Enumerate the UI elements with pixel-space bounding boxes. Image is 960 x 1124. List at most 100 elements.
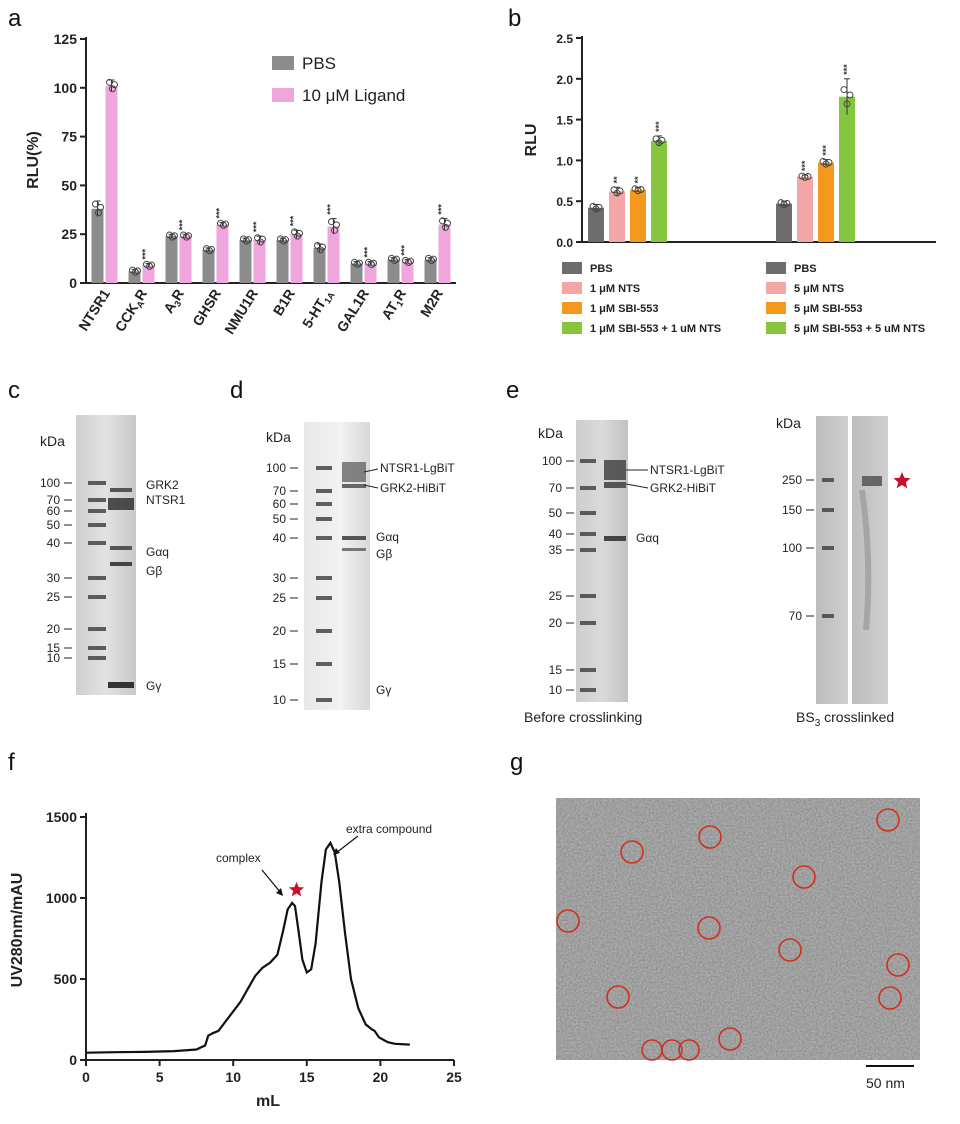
panel-f-arrow-complex — [261, 869, 282, 894]
a-data-point — [109, 85, 116, 93]
a-category-label: 5-HT1A — [299, 286, 337, 332]
gel-d-marker-label: 15 — [273, 657, 287, 671]
gel-c-sample-lane — [108, 488, 134, 688]
gel-e1-kda: kDa — [538, 425, 563, 441]
b-legend-swatch — [562, 262, 582, 274]
gel-e1-marker-band — [580, 594, 596, 598]
a-data-point — [356, 259, 363, 267]
gel-d-label-ggamma: Gγ — [376, 683, 391, 697]
gel-e1-marker-label: 20 — [549, 616, 563, 630]
f-x-tick-label: 0 — [82, 1069, 90, 1085]
panel-b-label: b — [508, 5, 521, 32]
f-y-tick-label: 1000 — [46, 890, 77, 906]
f-x-tick-label: 10 — [225, 1069, 241, 1085]
b-data-point — [637, 186, 645, 194]
a-y-tick-label: 75 — [61, 129, 77, 145]
gel-d-marker-band — [316, 576, 332, 580]
gel-e2-marker-band — [822, 614, 834, 618]
b-data-point — [840, 86, 848, 94]
a-data-point — [97, 203, 104, 211]
gel-e1-marker-label: 40 — [549, 527, 563, 541]
particle-circle — [556, 909, 580, 933]
b-legend-label: 5 μM NTS — [794, 283, 844, 295]
a-data-point — [222, 220, 229, 228]
gel-e2-marker-band — [822, 478, 834, 482]
a-data-point — [333, 221, 340, 229]
gel-d-band-ntsr1-lgbit — [342, 462, 366, 482]
legend-swatch-pbs — [272, 56, 294, 70]
a-significance: *** — [252, 221, 262, 232]
gel-e1-marker-label: 15 — [549, 663, 563, 677]
gel-c-marker-label: 30 — [47, 571, 61, 585]
gel-c-band-ggamma — [108, 682, 134, 688]
b-data-point — [783, 199, 791, 207]
a-bar — [128, 271, 141, 283]
panel-b-ylabel: RLU — [523, 124, 540, 157]
gel-d-band-galphaq — [342, 536, 366, 540]
gel-e1-marker-band — [580, 621, 596, 625]
gel-c-marker-band — [88, 627, 106, 631]
a-data-point — [220, 221, 227, 229]
gel-d-band-grk2-hibit — [342, 484, 366, 488]
gel-d-marker-band — [316, 596, 332, 600]
gel-e1-marker-band — [580, 459, 596, 463]
a-bar — [239, 240, 252, 283]
b-data-point — [801, 173, 809, 181]
gel-c-marker-label: 20 — [47, 622, 61, 636]
gel-c-label-ggamma: Gγ — [146, 679, 161, 693]
a-data-point — [430, 255, 437, 263]
b-significance: *** — [821, 145, 831, 156]
gel-e1-markers: 100 70 50 40 35 25 20 15 10 — [542, 454, 596, 697]
gel-e1-marker-label: 10 — [549, 683, 563, 697]
gel-d-marker-band — [316, 489, 332, 493]
panel-f-annotation-extra: extra compound — [346, 822, 432, 836]
gel-d-kda: kDa — [266, 429, 291, 445]
a-data-point — [134, 267, 141, 275]
gel-d-marker-band — [316, 466, 332, 470]
micrograph-texture — [556, 798, 920, 1060]
gel-d-marker-label: 20 — [273, 624, 287, 638]
a-data-point — [296, 229, 303, 237]
gel-e2-band-crosslinked — [862, 476, 882, 486]
b-legend-label: 5 μM SBI-553 — [794, 303, 862, 315]
gel-c-label-grk2: GRK2 — [146, 478, 179, 492]
particle-circle — [606, 985, 630, 1009]
gel-e2-lane-marker — [816, 416, 848, 704]
gel-e1-sample-lane — [604, 460, 626, 541]
panel-a-legend: PBS 10 μM Ligand — [272, 54, 405, 105]
gel-d-marker-label: 70 — [273, 484, 287, 498]
panel-f-arrowhead-complex — [276, 888, 283, 896]
b-significance: *** — [842, 64, 852, 75]
a-bar — [387, 259, 400, 283]
panel-f-arrowhead-extra — [333, 848, 340, 855]
gel-c-marker-band — [88, 498, 106, 502]
a-bar — [350, 263, 363, 283]
b-legend-label: 5 μM SBI-553 + 5 uM NTS — [794, 323, 925, 335]
a-bar — [290, 234, 303, 283]
b-legend-swatch — [562, 302, 582, 314]
b-significance: ** — [633, 176, 643, 184]
a-data-point — [354, 260, 361, 268]
a-data-point — [393, 255, 400, 263]
a-data-point — [206, 247, 213, 255]
gel-d-marker-label: 50 — [273, 512, 287, 526]
panel-a-label: a — [8, 5, 22, 32]
gel-c-marker-label: 60 — [47, 504, 61, 518]
star-icon — [893, 472, 911, 489]
gel-c-marker-label: 70 — [47, 493, 61, 507]
a-y-tick-label: 125 — [54, 31, 78, 47]
a-bar — [424, 259, 437, 283]
gel-d-arrow-1 — [363, 468, 379, 473]
gel-e1-marker-label: 70 — [549, 481, 563, 495]
a-significance: *** — [363, 247, 373, 258]
a-data-point — [92, 200, 99, 208]
gel-d-marker-label: 25 — [273, 591, 287, 605]
a-bar — [401, 261, 414, 283]
scale-bar-label: 50 nm — [866, 1075, 905, 1091]
a-y-tick-label: 100 — [54, 80, 78, 96]
gel-d-label-ntsr1-lgbit: NTSR1-LgBiT — [380, 461, 455, 475]
gel-d-label-galphaq: Gαq — [376, 530, 399, 544]
a-data-point — [132, 268, 139, 276]
particle-circle — [878, 986, 902, 1010]
